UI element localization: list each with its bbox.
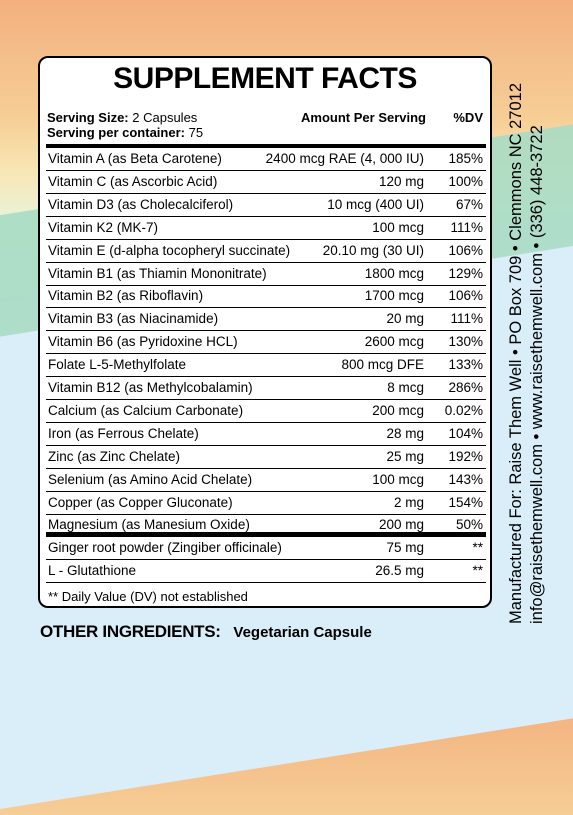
servings-per-container: Serving per container: 75 xyxy=(47,125,203,140)
table-row: Vitamin D3 (as Cholecalciferol) 10 mcg (4… xyxy=(46,194,486,217)
table-row: Calcium (as Calcium Carbonate) 200 mcg 0.0… xyxy=(46,400,486,423)
header-divider xyxy=(46,144,486,148)
nutrient-name: Vitamin B1 (as Thiamin Mononitrate) xyxy=(48,265,267,281)
nutrient-amount: 2 mg xyxy=(393,494,424,510)
nutrient-dv: 0.02% xyxy=(444,402,483,418)
nutrient-dv: ** xyxy=(472,540,483,555)
panel-title: SUPPLEMENT FACTS xyxy=(113,62,417,95)
amount-header: Amount Per Serving xyxy=(301,110,426,125)
manufacturer-line-1: Manufactured For: Raise Them Well • PO B… xyxy=(507,82,525,624)
servings-label: Serving per container: xyxy=(47,125,185,140)
nutrient-amount: 120 mg xyxy=(378,173,424,189)
nutrient-dv: 106% xyxy=(448,288,483,304)
table-row: Vitamin B3 (as Niacinamide) 20 mg 111% xyxy=(46,308,486,332)
serving-size: Serving Size: 2 Capsules xyxy=(47,110,197,125)
nutrient-amount: 20 mg xyxy=(386,311,424,327)
nutrient-name: Vitamin K2 (MK-7) xyxy=(48,219,159,235)
serving-size-value: 2 Capsules xyxy=(132,110,198,125)
nutrient-amount: 100 mcg xyxy=(372,219,424,235)
nutrient-dv: 154% xyxy=(448,494,483,510)
nutrient-name: Calcium (as Calcium Carbonate) xyxy=(48,402,244,418)
nutrient-dv: 185% xyxy=(448,151,483,166)
nutrient-name: Copper (as Copper Gluconate) xyxy=(48,494,233,510)
nutrient-amount: 8 mcg xyxy=(387,380,424,395)
table-row: Copper (as Copper Gluconate) 2 mg 154% xyxy=(46,492,486,515)
table-row: Vitamin E (d-alpha tocopheryl succinate)… xyxy=(46,240,486,263)
nutrient-amount: 26.5 mg xyxy=(375,562,424,578)
nutrient-name: Vitamin B3 (as Niacinamide) xyxy=(48,311,219,327)
supplement-facts-panel: SUPPLEMENT FACTS Serving Size: 2 Capsule… xyxy=(38,56,492,608)
nutrient-name: Vitamin B12 (as Methylcobalamin) xyxy=(48,380,253,395)
manufacturer-line-2: info@raisethemwell.com • www.raisethemwe… xyxy=(528,125,546,624)
table-row: Vitamin A (as Beta Carotene) 2400 mcg RAE… xyxy=(46,148,486,171)
table-row: Zinc (as Zinc Chelate) 25 mg 192% xyxy=(46,446,486,469)
table-row: Ginger root powder (Zingiber officinale)… xyxy=(46,537,486,560)
nutrient-name: Vitamin B2 (as Riboflavin) xyxy=(48,288,204,304)
nutrient-dv: 111% xyxy=(450,311,483,327)
table-row: Vitamin B6 (as Pyridoxine HCL) 2600 mcg 13… xyxy=(46,331,486,355)
nutrient-dv: 111% xyxy=(450,219,483,235)
table-row: Vitamin C (as Ascorbic Acid) 120 mg 100% xyxy=(46,171,486,194)
nutrient-dv: 286% xyxy=(448,380,483,395)
nutrient-amount: 1800 mcg xyxy=(364,265,424,281)
table-row: Iron (as Ferrous Chelate) 28 mg 104% xyxy=(46,423,486,446)
serving-size-label: Serving Size: xyxy=(47,110,129,125)
nutrient-dv: 100% xyxy=(448,173,483,189)
nutrient-amount: 200 mcg xyxy=(372,402,424,418)
other-ingredients-value: Vegetarian Capsule xyxy=(233,624,372,641)
other-ingredients-label: OTHER INGREDIENTS: xyxy=(40,622,221,641)
nutrient-amount: 200 mg xyxy=(378,517,424,533)
nutrient-name: Folate L-5-Methylfolate xyxy=(48,357,187,373)
nutrient-amount: 25 mg xyxy=(386,448,424,464)
footnote: ** Daily Value (DV) not established xyxy=(48,589,248,604)
nutrient-name: Iron (as Ferrous Chelate) xyxy=(48,425,199,441)
table-row: Vitamin B1 (as Thiamin Mononitrate) 1800 … xyxy=(46,263,486,286)
table-row: L - Glutathione 26.5 mg ** xyxy=(46,560,486,583)
table-row: Vitamin B2 (as Riboflavin) 1700 mcg 106% xyxy=(46,285,486,309)
dv-header: %DV xyxy=(453,110,483,125)
nutrient-name: Vitamin E (d-alpha tocopheryl succinate) xyxy=(48,242,291,258)
nutrient-dv: 50% xyxy=(455,517,483,533)
nutrient-amount: 1700 mcg xyxy=(364,288,424,304)
table-row: Vitamin B12 (as Methylcobalamin) 8 mcg 286… xyxy=(46,377,486,400)
nutrient-dv: 130% xyxy=(448,334,483,350)
nutrient-dv: 106% xyxy=(448,242,483,258)
nutrient-dv: 104% xyxy=(448,425,483,441)
nutrient-amount: 2400 mcg RAE (4, 000 IU) xyxy=(265,151,424,166)
nutrient-name: Vitamin D3 (as Cholecalciferol) xyxy=(48,196,234,212)
manufacturer-info: Manufactured For: Raise Them Well • PO B… xyxy=(506,24,548,624)
nutrient-name: L - Glutathione xyxy=(48,562,137,578)
table-row: Vitamin K2 (MK-7) 100 mcg 111% xyxy=(46,217,486,240)
nutrient-amount: 10 mcg (400 UI) xyxy=(327,196,424,212)
nutrient-amount: 20.10 mg (30 UI) xyxy=(322,242,424,258)
nutrient-amount: 2600 mcg xyxy=(364,334,424,350)
nutrient-name: Selenium (as Amino Acid Chelate) xyxy=(48,471,253,487)
other-ingredients: OTHER INGREDIENTS: Vegetarian Capsule xyxy=(40,622,372,642)
nutrient-amount: 800 mcg DFE xyxy=(341,357,424,373)
nutrient-dv: 129% xyxy=(448,265,483,281)
table-row: Selenium (as Amino Acid Chelate) 100 mcg 1… xyxy=(46,469,486,492)
nutrient-name: Vitamin A (as Beta Carotene) xyxy=(48,151,222,166)
nutrient-dv: 67% xyxy=(455,196,483,212)
nutrient-name: Vitamin C (as Ascorbic Acid) xyxy=(48,173,218,189)
section-divider xyxy=(46,532,486,536)
table-row: Folate L-5-Methylfolate 800 mcg DFE 133% xyxy=(46,354,486,378)
nutrient-name: Zinc (as Zinc Chelate) xyxy=(48,448,181,464)
nutrient-dv: 133% xyxy=(448,357,483,373)
nutrient-name: Vitamin B6 (as Pyridoxine HCL) xyxy=(48,334,238,350)
nutrient-name: Ginger root powder (Zingiber officinale) xyxy=(48,540,282,555)
nutrient-dv: 192% xyxy=(448,448,483,464)
servings-value: 75 xyxy=(188,125,204,140)
nutrient-amount: 28 mg xyxy=(386,425,424,441)
nutrient-dv: ** xyxy=(472,562,483,578)
nutrient-name: Magnesium (as Manesium Oxide) xyxy=(48,517,250,533)
nutrient-dv: 143% xyxy=(448,471,483,487)
nutrient-amount: 100 mcg xyxy=(372,471,424,487)
table-row: Magnesium (as Manesium Oxide) 200 mg 50% xyxy=(46,514,486,538)
nutrient-amount: 75 mg xyxy=(386,540,424,555)
